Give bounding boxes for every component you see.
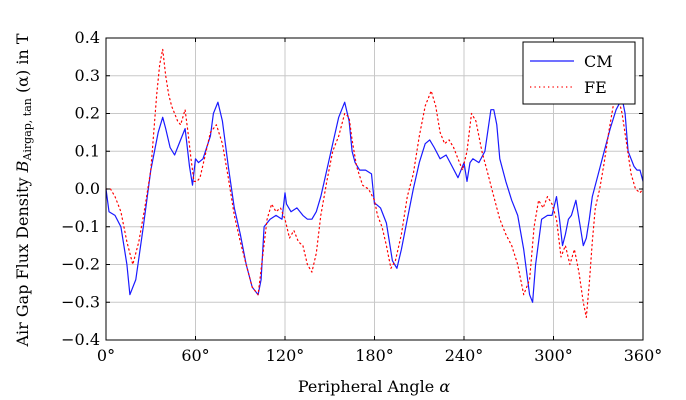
y-tick-label: 0.3	[75, 66, 100, 85]
ticks: 0° 60° 120° 180° 240° 300° 360° −0.4 −0.3 −0.2 −0.…	[61, 28, 662, 365]
series-line-fe	[105, 48, 644, 318]
x-tick-label: 180°	[355, 346, 394, 365]
x-axis-label: Peripheral Angle α	[298, 377, 450, 396]
y-tick-label: −0.1	[61, 217, 100, 236]
legend-label-cm: CM	[584, 52, 613, 71]
series-line-cm	[105, 97, 644, 303]
legend-label-fe: FE	[584, 78, 607, 97]
x-tick-label: 120°	[266, 346, 305, 365]
y-tick-label: −0.3	[61, 292, 100, 311]
y-tick-label: 0.1	[75, 141, 100, 160]
series-layer	[105, 48, 644, 318]
y-tick-label: −0.2	[61, 255, 100, 274]
y-tick-label: 0.0	[75, 179, 100, 198]
x-tick-label: 360°	[624, 346, 663, 365]
x-tick-label: 0°	[97, 346, 115, 365]
y-axis-label: Air Gap Flux Density BAirgap, tan (α) in…	[13, 33, 34, 347]
legend: CM FE	[522, 41, 636, 105]
x-tick-label: 300°	[534, 346, 573, 365]
legend-box	[522, 41, 636, 105]
y-tick-label: 0.4	[75, 28, 100, 47]
x-tick-label: 60°	[181, 346, 209, 365]
grid	[106, 38, 643, 340]
y-tick-label: −0.4	[61, 330, 100, 349]
x-tick-label: 240°	[445, 346, 484, 365]
y-tick-label: 0.2	[75, 104, 100, 123]
